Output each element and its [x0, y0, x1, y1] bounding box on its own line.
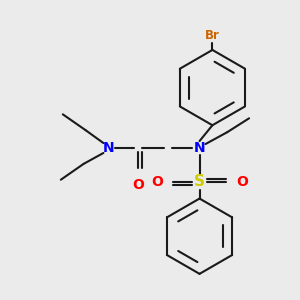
Text: O: O: [236, 175, 248, 189]
Text: S: S: [194, 174, 205, 189]
Text: O: O: [132, 178, 144, 192]
Text: N: N: [103, 141, 114, 155]
Text: Br: Br: [205, 29, 220, 42]
Text: N: N: [194, 141, 205, 155]
Text: O: O: [151, 175, 163, 189]
